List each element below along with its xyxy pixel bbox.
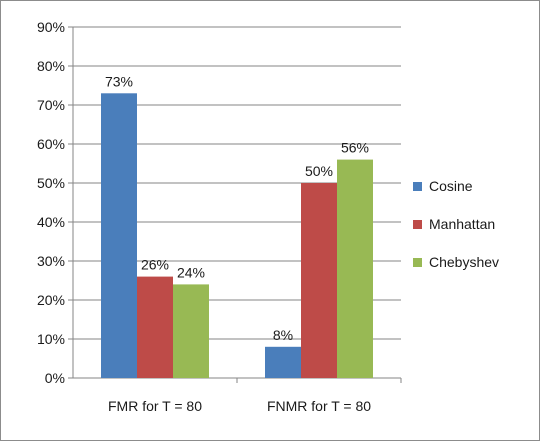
legend-swatch xyxy=(413,182,422,191)
data-label: 26% xyxy=(141,257,169,273)
x-tick-label: FNMR for T = 80 xyxy=(267,398,371,414)
bar xyxy=(337,159,373,378)
y-tick-label: 20% xyxy=(37,292,65,308)
x-tick-label: FMR for T = 80 xyxy=(108,398,202,414)
legend-swatch xyxy=(413,258,422,267)
data-label: 73% xyxy=(105,73,133,89)
legend-label: Cosine xyxy=(429,178,473,194)
bar xyxy=(265,346,301,378)
y-tick-label: 80% xyxy=(37,58,65,74)
y-tick-label: 70% xyxy=(37,97,65,113)
y-tick-label: 60% xyxy=(37,136,65,152)
y-tick-label: 90% xyxy=(37,19,65,35)
bar xyxy=(173,284,209,378)
y-tick-label: 50% xyxy=(37,175,65,191)
data-label: 50% xyxy=(305,163,333,179)
data-label: 24% xyxy=(177,264,205,280)
data-label: 56% xyxy=(341,140,369,156)
legend-swatch xyxy=(413,220,422,229)
y-tick-label: 40% xyxy=(37,214,65,230)
bar xyxy=(101,93,137,379)
legend-label: Chebyshev xyxy=(429,254,499,270)
y-tick-label: 10% xyxy=(37,331,65,347)
bar xyxy=(301,183,337,378)
data-label: 8% xyxy=(273,327,293,343)
y-tick-label: 0% xyxy=(45,370,65,386)
y-tick-label: 30% xyxy=(37,253,65,269)
legend-label: Manhattan xyxy=(429,216,495,232)
bar xyxy=(137,276,173,378)
